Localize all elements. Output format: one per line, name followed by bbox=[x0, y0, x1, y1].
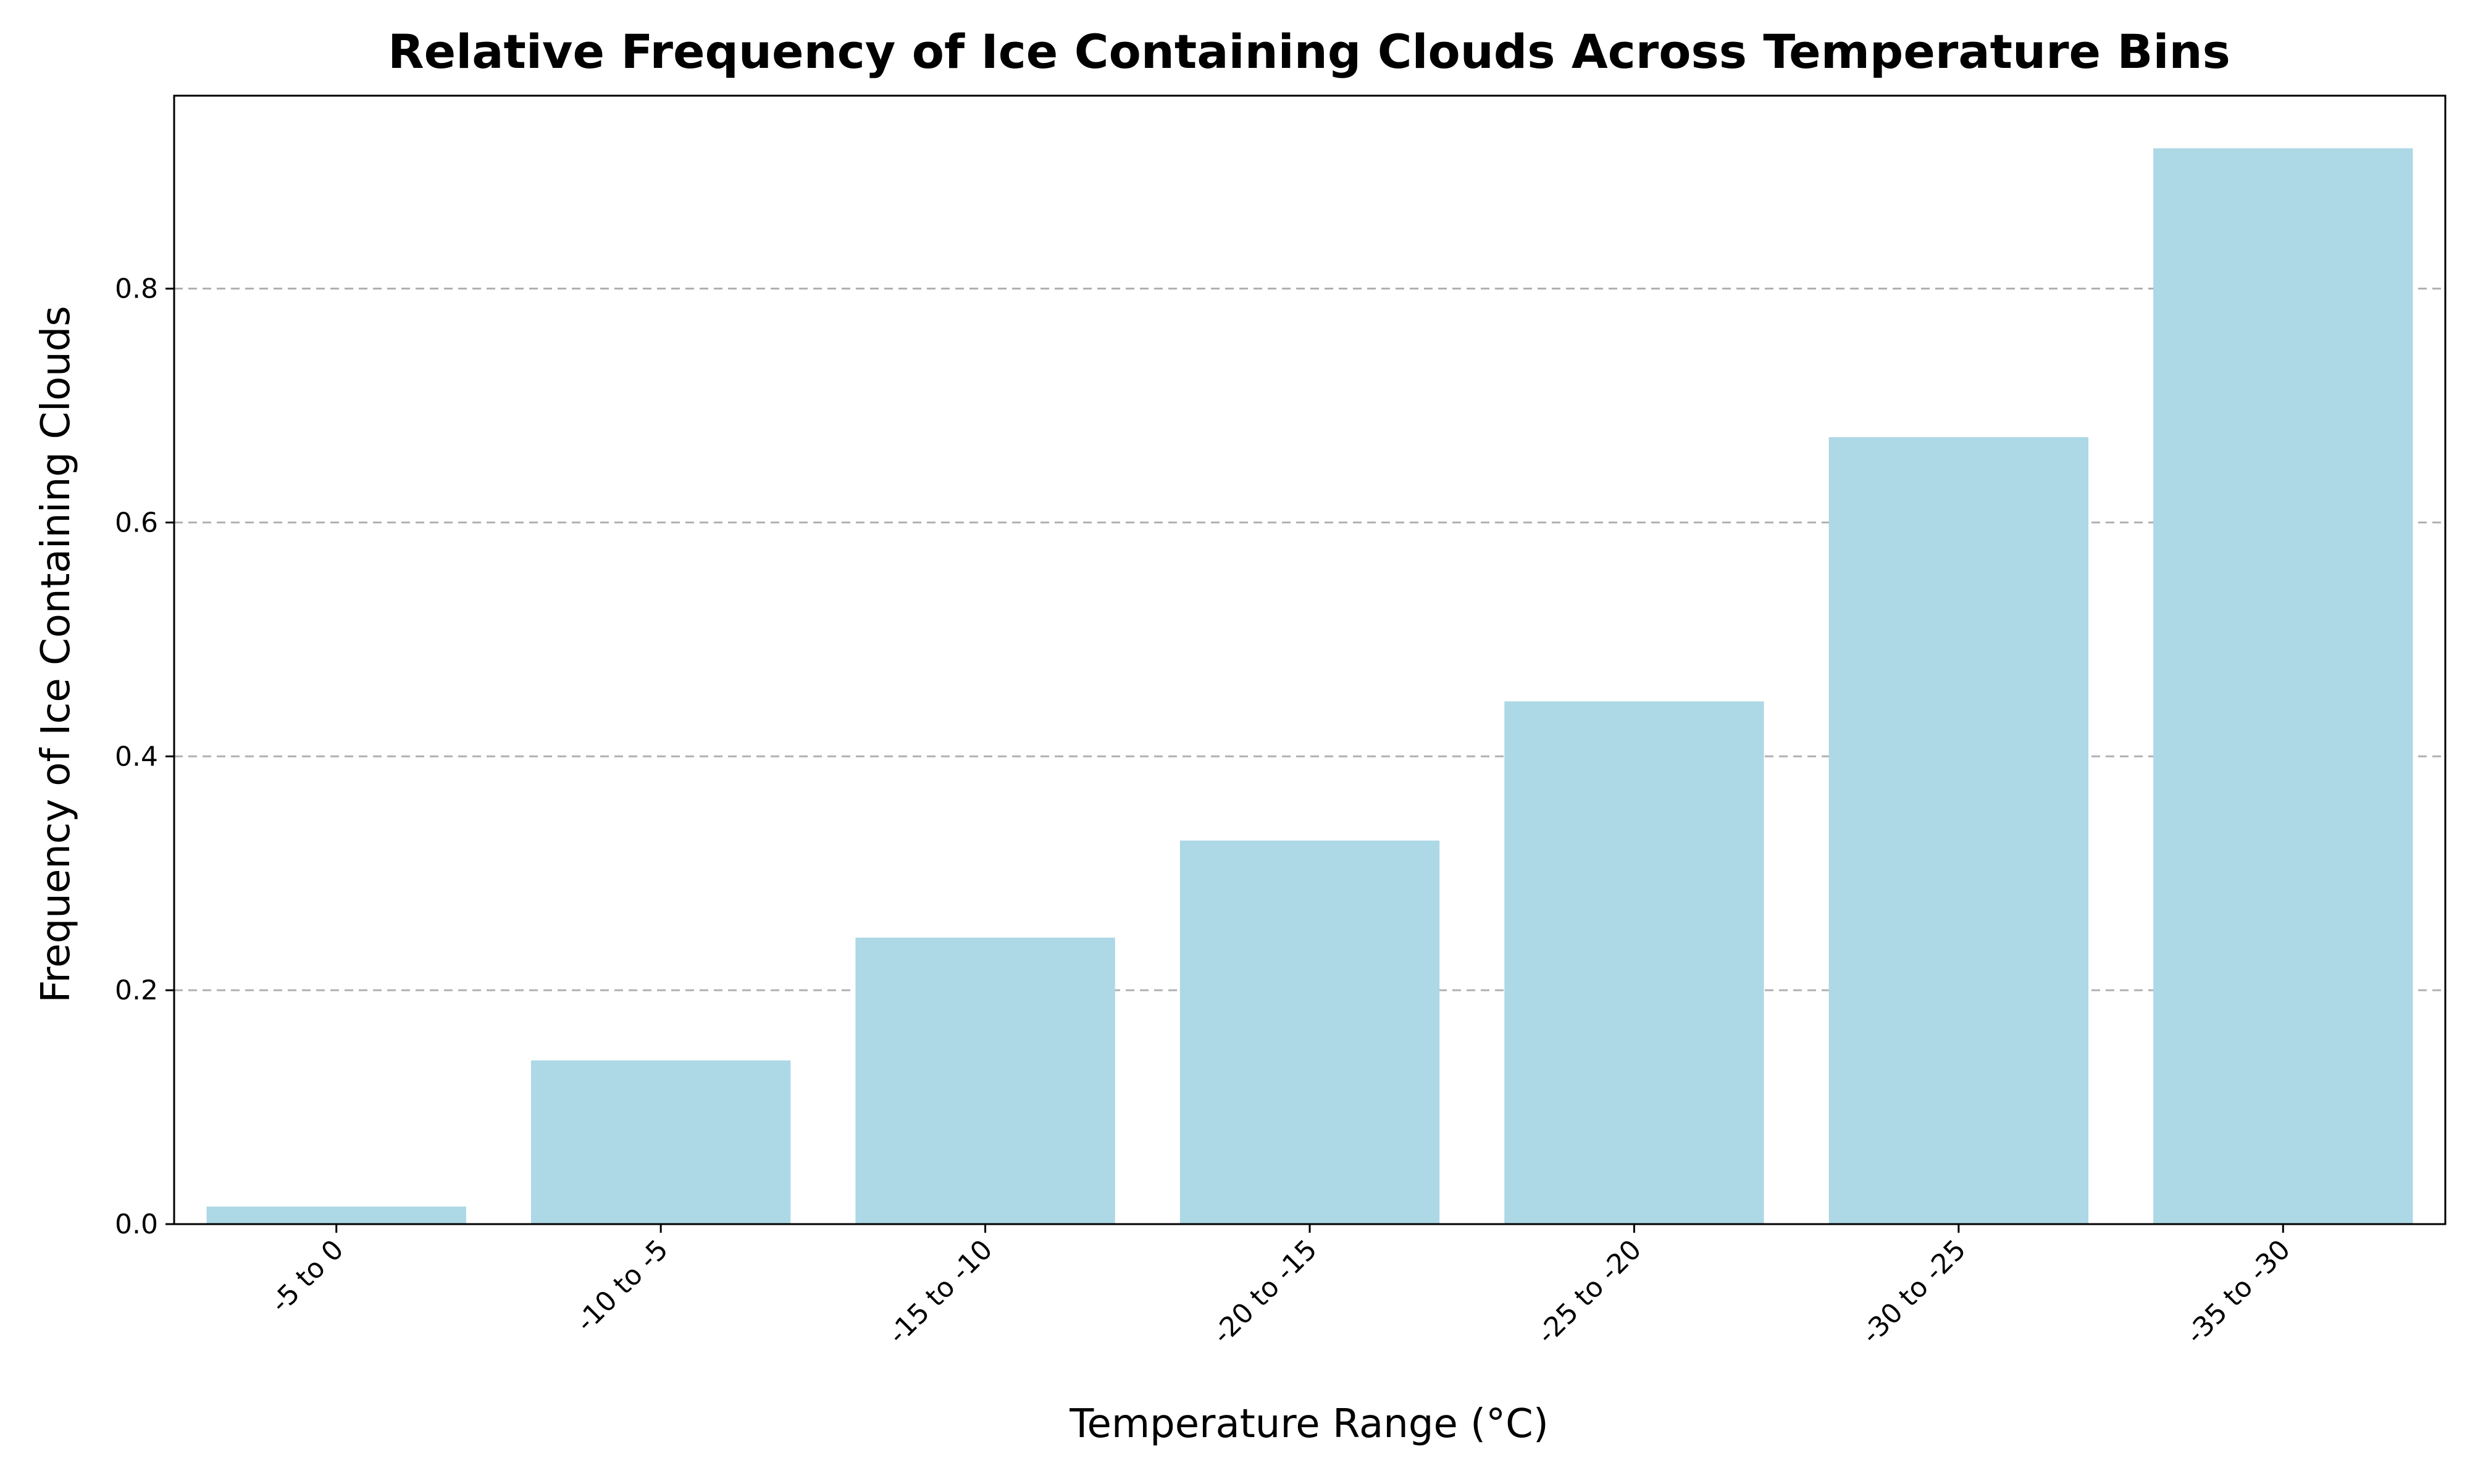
bar bbox=[1504, 701, 1764, 1224]
y-axis-label: Frequency of Ice Containing Clouds bbox=[33, 306, 79, 1003]
bar bbox=[1828, 437, 2089, 1224]
y-tick-label: 0.2 bbox=[115, 975, 158, 1006]
bar bbox=[206, 1206, 466, 1224]
x-axis-label: Temperature Range (°C) bbox=[1069, 1401, 1549, 1447]
bar bbox=[2153, 148, 2413, 1224]
y-tick-label: 0.0 bbox=[115, 1209, 158, 1240]
bar bbox=[1179, 840, 1440, 1224]
y-tick-label: 0.6 bbox=[115, 507, 158, 538]
bars bbox=[206, 148, 2413, 1224]
y-tick-label: 0.8 bbox=[115, 273, 158, 305]
bar bbox=[530, 1060, 791, 1224]
bar bbox=[855, 937, 1115, 1224]
chart-title: Relative Frequency of Ice Containing Clo… bbox=[388, 24, 2230, 79]
y-tick-label: 0.4 bbox=[115, 741, 158, 772]
